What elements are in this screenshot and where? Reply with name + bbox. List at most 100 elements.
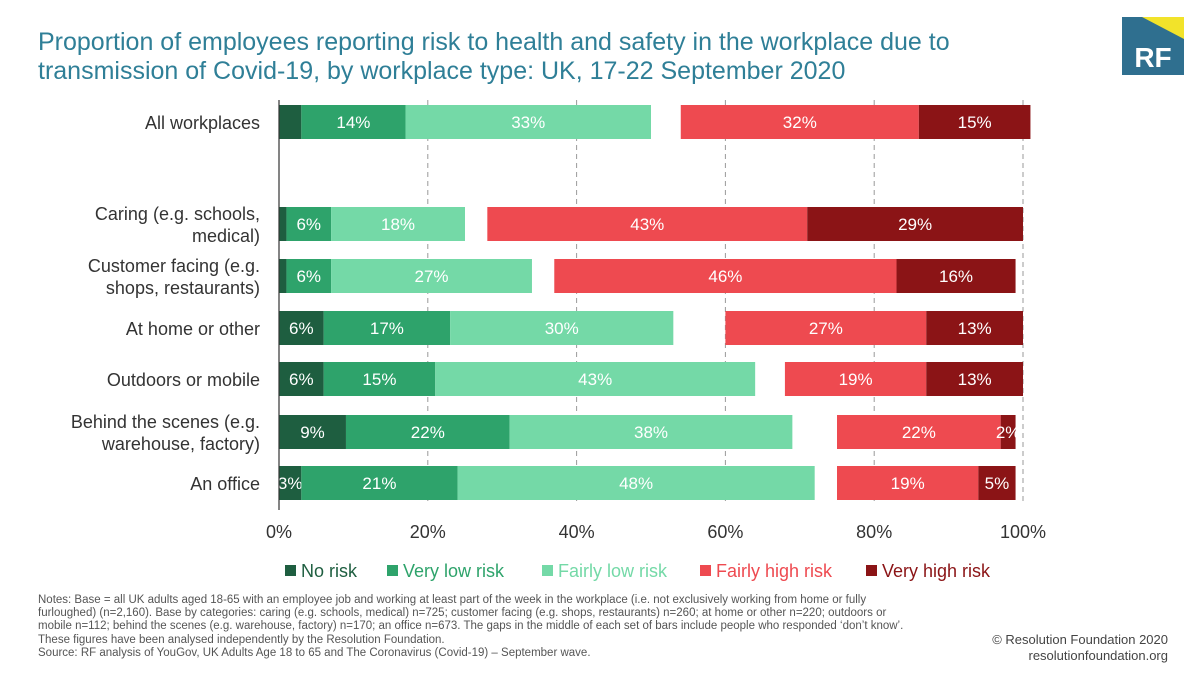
bar-segment <box>279 207 287 241</box>
legend-swatch <box>700 565 711 576</box>
legend-swatch <box>542 565 553 576</box>
bar-segment <box>1000 415 1016 449</box>
bar-segment <box>435 362 756 396</box>
data-label: 33% <box>511 113 545 132</box>
data-label: 16% <box>939 267 973 286</box>
data-label: 19% <box>839 370 873 389</box>
bar-segment <box>279 466 302 500</box>
rf-logo: RF <box>1122 17 1184 75</box>
bar-segment <box>301 105 406 139</box>
data-label: 48% <box>619 474 653 493</box>
data-label: 38% <box>634 423 668 442</box>
chart-title: Proportion of employees reporting risk t… <box>38 28 1078 86</box>
bar-segment <box>837 466 979 500</box>
bar-segment <box>331 207 465 241</box>
data-label: 29% <box>898 215 932 234</box>
data-label: 19% <box>891 474 925 493</box>
bar-segment <box>279 105 302 139</box>
bar-segment <box>345 415 510 449</box>
data-label: 32% <box>783 113 817 132</box>
data-label: 27% <box>809 319 843 338</box>
note-line-2: furloughed) (n=2,160). Base by categorie… <box>38 607 887 620</box>
category-label: warehouse, factory) <box>101 434 260 454</box>
bar-segment <box>487 207 808 241</box>
chart-notes: Notes: Base = all UK adults aged 18-65 w… <box>38 594 968 660</box>
category-label: All workplaces <box>145 113 260 133</box>
x-tick-label: 20% <box>410 522 446 542</box>
bar-segment <box>450 311 674 345</box>
category-label: Outdoors or mobile <box>107 370 260 390</box>
bar-segment <box>807 207 1023 241</box>
data-label: 27% <box>415 267 449 286</box>
note-line-4: These figures have been analysed indepen… <box>38 633 445 646</box>
category-label: Caring (e.g. schools, <box>95 204 260 224</box>
bar-segment <box>323 311 451 345</box>
data-label: 21% <box>362 474 396 493</box>
category-label: medical) <box>192 226 260 246</box>
category-label: Behind the scenes (e.g. <box>71 412 260 432</box>
bar-segment <box>286 207 332 241</box>
note-line-1: Notes: Base = all UK adults aged 18-65 w… <box>38 594 867 606</box>
bar-segment <box>978 466 1016 500</box>
category-label: An office <box>190 474 260 494</box>
credits: © Resolution Foundation 2020 resolutionf… <box>992 632 1168 664</box>
data-label: 30% <box>545 319 579 338</box>
x-tick-label: 0% <box>266 522 292 542</box>
data-label: 17% <box>370 319 404 338</box>
title-line-1: Proportion of employees reporting risk t… <box>38 28 950 56</box>
category-label: shops, restaurants) <box>106 278 260 298</box>
bar-segment <box>331 259 532 293</box>
bar-segment <box>301 466 458 500</box>
data-label: 6% <box>296 267 321 286</box>
data-label: 43% <box>630 215 664 234</box>
data-label: 15% <box>362 370 396 389</box>
bar-segment <box>457 466 815 500</box>
bar-segment <box>405 105 651 139</box>
source-line: Source: RF analysis of YouGov, UK Adults… <box>38 646 591 659</box>
bar-segment <box>918 105 1031 139</box>
data-label: 14% <box>336 113 370 132</box>
data-label: 43% <box>578 370 612 389</box>
legend-swatch <box>285 565 296 576</box>
bar-segment <box>725 311 927 345</box>
bar-segment <box>896 259 1016 293</box>
data-label: 6% <box>296 215 321 234</box>
category-label: Customer facing (e.g. <box>88 256 260 276</box>
bar-segment <box>279 415 346 449</box>
data-label: 2% <box>996 423 1021 442</box>
bar-segment <box>279 259 287 293</box>
bar-segment <box>926 311 1023 345</box>
data-label: 46% <box>708 267 742 286</box>
x-tick-label: 60% <box>707 522 743 542</box>
legend-swatch <box>387 565 398 576</box>
bar-segment <box>926 362 1023 396</box>
stacked-bar-chart: 14% 33% 32% 15% All workplaces 6% 18% 43% 29% Car… <box>71 100 1046 581</box>
note-line-3: mobile n=112; behind the scenes (e.g. wa… <box>38 620 904 633</box>
data-label: 3% <box>278 474 303 493</box>
rf-logo-text: RF <box>1134 42 1171 73</box>
legend-label: Fairly high risk <box>716 561 833 581</box>
data-label: 15% <box>958 113 992 132</box>
data-label: 9% <box>300 423 325 442</box>
bar-segment <box>837 415 1001 449</box>
bar-segment <box>279 311 324 345</box>
data-label: 6% <box>289 319 314 338</box>
data-label: 5% <box>985 474 1010 493</box>
x-tick-label: 80% <box>856 522 892 542</box>
legend-label: No risk <box>301 561 358 581</box>
x-tick-label: 40% <box>559 522 595 542</box>
legend-label: Fairly low risk <box>558 561 668 581</box>
legend-label: Very high risk <box>882 561 991 581</box>
legend-label: Very low risk <box>403 561 505 581</box>
data-label: 6% <box>289 370 314 389</box>
data-label: 22% <box>902 423 936 442</box>
bar-segment <box>286 259 332 293</box>
data-label: 13% <box>958 319 992 338</box>
bar-segment <box>323 362 436 396</box>
bar-segment <box>279 362 324 396</box>
title-line-2: transmission of Covid-19, by workplace t… <box>38 57 846 85</box>
website: resolutionfoundation.org <box>1028 648 1169 663</box>
bar-segment <box>509 415 793 449</box>
legend-swatch <box>866 565 877 576</box>
data-label: 18% <box>381 215 415 234</box>
